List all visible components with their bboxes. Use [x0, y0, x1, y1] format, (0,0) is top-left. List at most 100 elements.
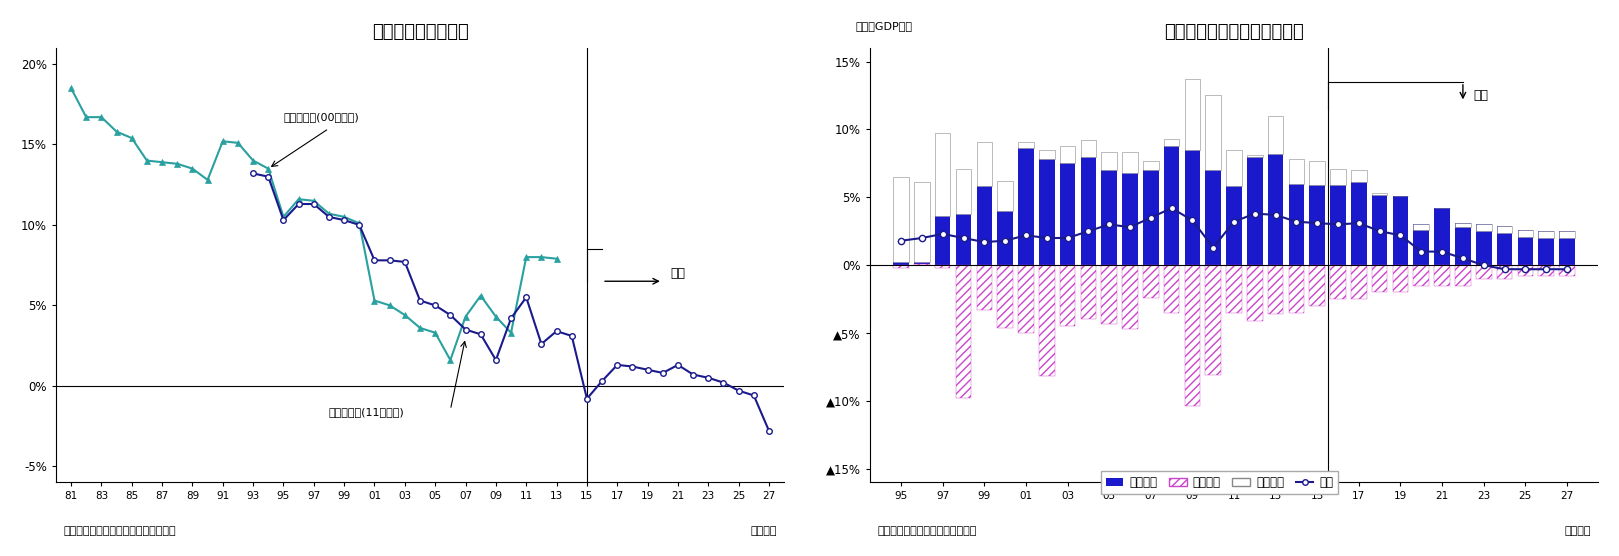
Bar: [955, 265, 971, 398]
Bar: [1310, 265, 1324, 306]
Bar: [997, 265, 1013, 327]
Bar: [1060, 146, 1075, 163]
Legend: 企業部門, 一般政府, 家計部門, 海外: 企業部門, 一般政府, 家計部門, 海外: [1101, 471, 1337, 494]
Bar: [1143, 161, 1159, 170]
Bar: [1352, 170, 1366, 182]
Bar: [1039, 265, 1054, 376]
Bar: [1517, 230, 1533, 237]
Bar: [915, 262, 929, 265]
Bar: [1331, 185, 1345, 265]
Bar: [1122, 152, 1138, 173]
Bar: [934, 133, 950, 216]
Bar: [1538, 231, 1554, 238]
Bar: [1289, 159, 1305, 183]
Bar: [976, 265, 992, 310]
Bar: [1392, 265, 1409, 292]
Bar: [1143, 170, 1159, 265]
Bar: [1371, 195, 1387, 265]
Bar: [1101, 265, 1117, 324]
Bar: [1496, 226, 1512, 232]
Bar: [1434, 208, 1451, 265]
Bar: [1392, 196, 1409, 265]
Bar: [1371, 193, 1387, 195]
Bar: [915, 264, 929, 265]
Bar: [1080, 157, 1096, 265]
Text: （年度）: （年度）: [750, 526, 777, 536]
Bar: [894, 265, 908, 268]
Bar: [1496, 226, 1512, 265]
Bar: [1060, 265, 1075, 326]
Title: 家計貯蓄率の見通し: 家計貯蓄率の見通し: [372, 23, 468, 41]
Bar: [1559, 231, 1575, 265]
Bar: [1122, 265, 1138, 329]
Bar: [1185, 265, 1200, 406]
Bar: [1310, 185, 1324, 265]
Bar: [1101, 170, 1117, 265]
Bar: [1352, 182, 1366, 265]
Bar: [1455, 223, 1470, 265]
Bar: [1101, 152, 1117, 170]
Bar: [1559, 265, 1575, 276]
Text: （年度）: （年度）: [1564, 526, 1591, 536]
Bar: [1289, 265, 1305, 312]
Bar: [1352, 265, 1366, 299]
Bar: [1247, 157, 1263, 265]
Bar: [1018, 265, 1033, 333]
Bar: [1477, 225, 1491, 231]
Bar: [1268, 116, 1284, 154]
Bar: [1559, 231, 1575, 238]
Bar: [1226, 265, 1242, 312]
Bar: [1185, 150, 1200, 265]
Bar: [1018, 142, 1033, 148]
Bar: [1517, 230, 1533, 265]
Bar: [1039, 150, 1054, 159]
Bar: [1413, 265, 1430, 286]
Bar: [1538, 231, 1554, 265]
Text: （資料）内閣府「国民経済計算」: （資料）内閣府「国民経済計算」: [877, 526, 976, 536]
Text: 家計貯蓄率(11年基準): 家計貯蓄率(11年基準): [329, 407, 405, 417]
Bar: [1331, 169, 1345, 185]
Bar: [997, 181, 1013, 211]
Bar: [934, 216, 950, 265]
Text: （名目GDP比）: （名目GDP比）: [855, 21, 911, 31]
Bar: [1413, 225, 1430, 265]
Bar: [1080, 265, 1096, 320]
Bar: [1477, 225, 1491, 265]
Bar: [1477, 265, 1491, 279]
Bar: [1455, 265, 1470, 286]
Bar: [915, 182, 929, 262]
Bar: [997, 211, 1013, 265]
Bar: [1185, 79, 1200, 150]
Bar: [1247, 155, 1263, 157]
Bar: [934, 265, 950, 268]
Bar: [1413, 225, 1430, 230]
Bar: [976, 142, 992, 186]
Text: 家計貯蓄率(00年基準): 家計貯蓄率(00年基準): [283, 112, 359, 122]
Bar: [1206, 96, 1221, 170]
Text: 予測: 予測: [1473, 89, 1488, 102]
Bar: [1538, 265, 1554, 276]
Bar: [1331, 265, 1345, 299]
Text: （資料）内閣府「国民経済計算年報」: （資料）内閣府「国民経済計算年報」: [63, 526, 176, 536]
Bar: [1164, 139, 1179, 146]
Bar: [1060, 163, 1075, 265]
Bar: [1080, 140, 1096, 157]
Bar: [1289, 183, 1305, 265]
Bar: [976, 186, 992, 265]
Bar: [1496, 265, 1512, 279]
Bar: [894, 177, 908, 262]
Bar: [1247, 265, 1263, 321]
Bar: [1018, 148, 1033, 265]
Bar: [1455, 223, 1470, 227]
Bar: [955, 169, 971, 214]
Bar: [1371, 265, 1387, 292]
Bar: [955, 214, 971, 265]
Bar: [1268, 265, 1284, 314]
Bar: [1039, 159, 1054, 265]
Bar: [1226, 150, 1242, 186]
Bar: [1206, 170, 1221, 265]
Bar: [1206, 265, 1221, 375]
Bar: [1517, 265, 1533, 276]
Bar: [1434, 265, 1451, 286]
Bar: [1164, 146, 1179, 265]
